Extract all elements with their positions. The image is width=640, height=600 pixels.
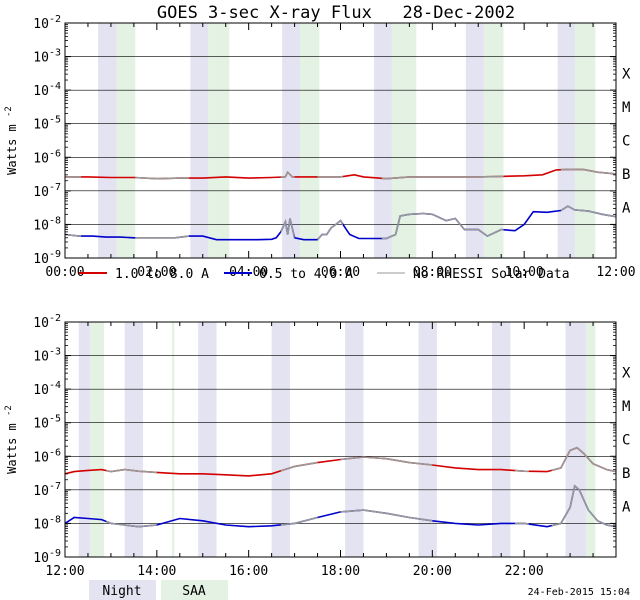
y-tick-label: 10-9: [33, 548, 61, 566]
flare-class-label: A: [622, 201, 631, 217]
night-band: [565, 322, 587, 557]
y-tick-label: 10-4: [33, 380, 61, 398]
x-tick-label: 14:00: [137, 564, 176, 579]
legend-short-label: 0.5 to 4.0 A: [259, 267, 353, 282]
figure-title: GOES 3-sec X-ray Flux 28-Dec-2002: [157, 3, 515, 23]
night-band: [198, 322, 217, 557]
x-tick-label: 18:00: [321, 564, 360, 579]
flare-class-label: C: [622, 433, 630, 449]
y-tick-label: 10-2: [33, 313, 61, 331]
series-line-short: [64, 205, 617, 241]
x-tick-label: 16:00: [229, 564, 268, 579]
saa-band: [586, 322, 596, 557]
night-band: [282, 23, 301, 258]
night-band: [124, 322, 144, 557]
x-tick-label: 12:00: [596, 265, 635, 280]
y-axis-title: Watts m -2: [4, 106, 19, 175]
y-tick-label: 10-7: [33, 481, 61, 499]
saa-band: [208, 23, 230, 258]
y-tick-label: 10-5: [33, 115, 61, 133]
saa-band: [300, 23, 320, 258]
night-band: [98, 23, 117, 258]
y-tick-label: 10-8: [33, 215, 61, 233]
legend-saa-swatch: [161, 580, 228, 600]
x-tick-label: 08:00: [413, 265, 452, 280]
flare-class-label: M: [622, 399, 630, 415]
plot-frame: [64, 22, 617, 259]
y-tick-label: 10-5: [33, 414, 61, 432]
y-tick-label: 10-3: [33, 48, 61, 66]
y-tick-label: 10-7: [33, 182, 61, 200]
flare-class-label: X: [622, 66, 631, 82]
x-tick-label: 22:00: [505, 564, 544, 579]
saa-band: [483, 23, 504, 258]
x-tick-label: 10:00: [505, 265, 544, 280]
night-band: [78, 322, 91, 557]
y-axis-title: Watts m -2: [4, 405, 19, 474]
night-band: [271, 322, 290, 557]
night-band: [492, 322, 511, 557]
flare-class-label: M: [622, 100, 630, 116]
flare-class-label: A: [622, 500, 631, 516]
night-band: [374, 23, 392, 258]
timestamp: 24-Feb-2015 15:04: [528, 587, 630, 598]
night-band: [345, 322, 364, 557]
saa-band: [116, 23, 136, 258]
y-tick-label: 10-3: [33, 347, 61, 365]
x-tick-label: 20:00: [413, 564, 452, 579]
y-tick-label: 10-6: [33, 447, 61, 465]
flare-class-label: C: [622, 134, 630, 150]
x-tick-label: 06:00: [321, 265, 360, 280]
y-tick-label: 10-6: [33, 148, 61, 166]
y-tick-label: 10-4: [33, 81, 61, 99]
saa-band: [90, 322, 105, 557]
legend-night-swatch: [89, 580, 156, 600]
plot-frame: [64, 321, 617, 558]
no-rhessi-segment-long: [106, 446, 617, 477]
y-tick-label: 10-9: [33, 249, 61, 267]
flare-class-label: X: [622, 365, 631, 381]
night-band: [190, 23, 209, 258]
no-rhessi-segment-long: [65, 168, 617, 180]
y-tick-label: 10-2: [33, 14, 61, 32]
flare-class-label: B: [622, 466, 630, 482]
night-band: [465, 23, 484, 258]
panel-bottom: 10-9 10-8 10-7 10-6 10-5 10-4 10-3 10-2 A B C M X 12:…: [4, 313, 631, 579]
legend-saa-label: SAA: [182, 584, 206, 599]
legend-night-label: Night: [102, 584, 141, 599]
saa-band: [171, 322, 175, 557]
y-tick-label: 10-8: [33, 514, 61, 532]
panel-top: 10-9 10-8 10-7 10-6 10-5 10-4 10-3 10-2 A B C M X 00:…: [4, 14, 636, 280]
no-rhessi-segment-short: [106, 484, 617, 528]
flare-class-label: B: [622, 167, 630, 183]
legend-long-label: 1.0 to 8.0 A: [115, 267, 209, 282]
series-line-short: [64, 484, 617, 528]
line-legend: 1.0 to 8.0 A 0.5 to 4.0 A No RHESSI Sola…: [79, 267, 570, 282]
x-tick-label: 02:00: [137, 265, 176, 280]
legend-no-rhessi-label: No RHESSI Solar Data: [413, 267, 570, 282]
saa-band: [391, 23, 417, 258]
night-band: [418, 322, 437, 557]
band-legend: Night SAA: [89, 580, 228, 600]
saa-band: [574, 23, 596, 258]
x-tick-label: 12:00: [45, 564, 84, 579]
x-tick-label: 00:00: [45, 265, 84, 280]
